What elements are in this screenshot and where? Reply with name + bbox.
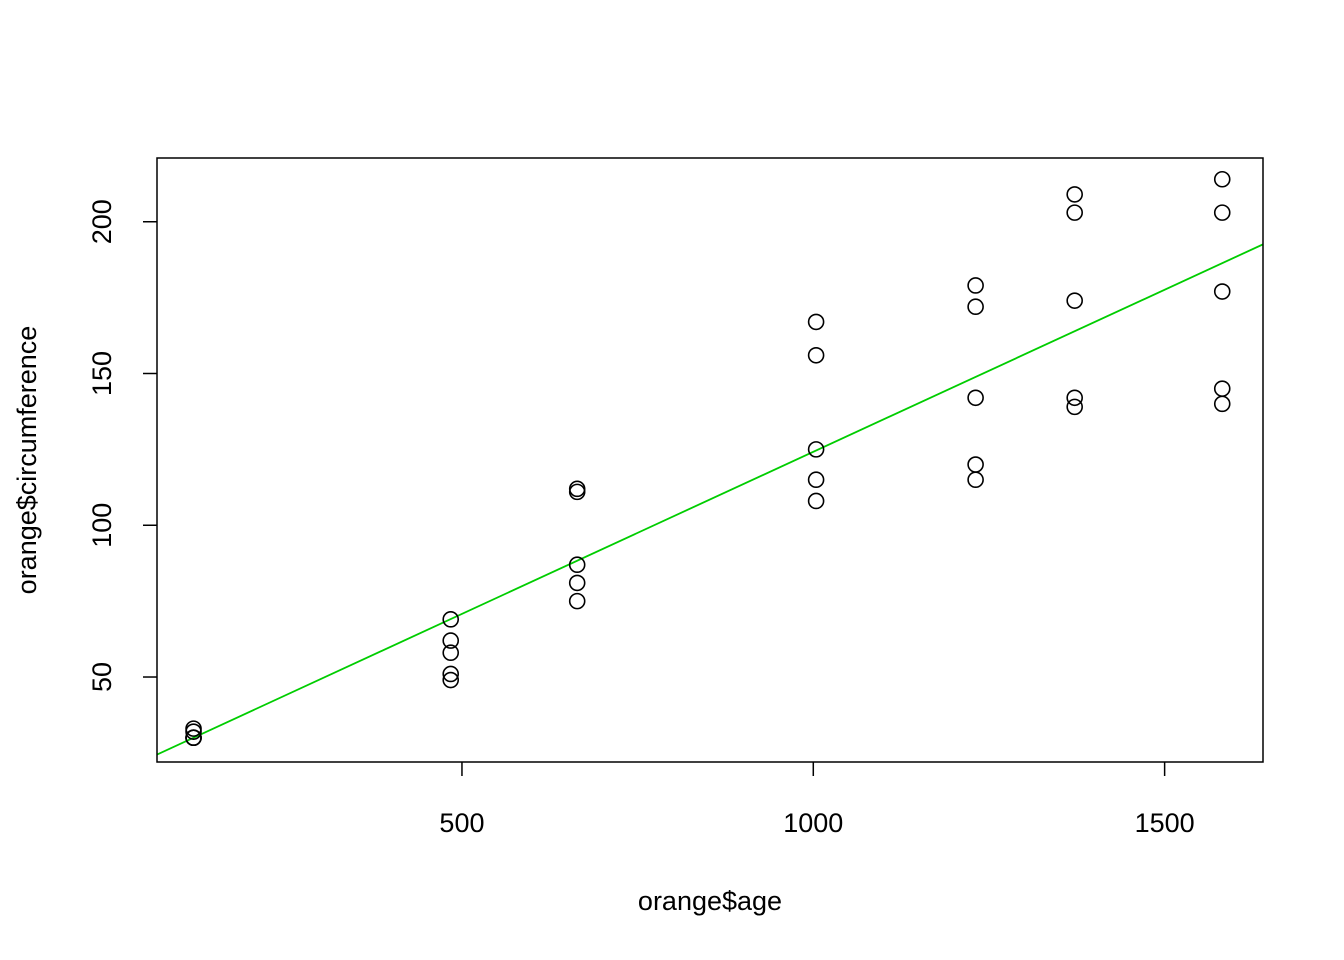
data-point xyxy=(442,632,460,649)
axes: 500 1000 1500 50 100 150 200 xyxy=(87,157,1264,838)
data-point xyxy=(1213,380,1231,397)
y-tick-label: 100 xyxy=(87,503,117,548)
y-tick-label: 150 xyxy=(87,351,117,396)
data-point xyxy=(807,313,825,331)
data-point xyxy=(1213,170,1231,188)
data-point xyxy=(1066,292,1083,309)
data-point xyxy=(807,471,825,489)
data-point xyxy=(1066,389,1083,407)
data-point xyxy=(967,277,984,294)
data-point xyxy=(568,556,586,574)
data-point xyxy=(967,456,984,473)
data-point xyxy=(1066,398,1083,416)
data-point xyxy=(568,574,586,592)
data-point xyxy=(1213,204,1231,221)
data-point xyxy=(967,389,984,407)
data-point xyxy=(1066,204,1083,221)
data-point xyxy=(442,671,460,689)
x-tick-label: 1000 xyxy=(783,808,843,838)
data-point xyxy=(568,592,586,610)
data-point xyxy=(442,644,460,662)
regression-line xyxy=(157,243,1263,756)
plot-frame xyxy=(156,157,1264,763)
data-point xyxy=(1066,186,1083,203)
data-point xyxy=(1213,395,1231,413)
plot-area xyxy=(157,170,1263,756)
y-tick-label: 50 xyxy=(87,662,117,692)
x-tick-label: 500 xyxy=(439,808,484,838)
data-point xyxy=(442,611,460,628)
data-point xyxy=(185,723,202,740)
x-tick-label: 1500 xyxy=(1135,808,1195,838)
data-point xyxy=(807,346,825,364)
y-axis-label: orange$circumference xyxy=(12,326,42,595)
data-point xyxy=(442,665,460,683)
data-point xyxy=(807,441,825,458)
data-point xyxy=(967,298,984,316)
data-point xyxy=(967,471,984,489)
data-point xyxy=(185,729,202,747)
y-tick-label: 200 xyxy=(87,199,117,244)
data-point xyxy=(1213,283,1231,300)
data-point xyxy=(807,492,825,510)
x-axis-label: orange$age xyxy=(638,886,782,916)
data-point xyxy=(568,480,586,498)
